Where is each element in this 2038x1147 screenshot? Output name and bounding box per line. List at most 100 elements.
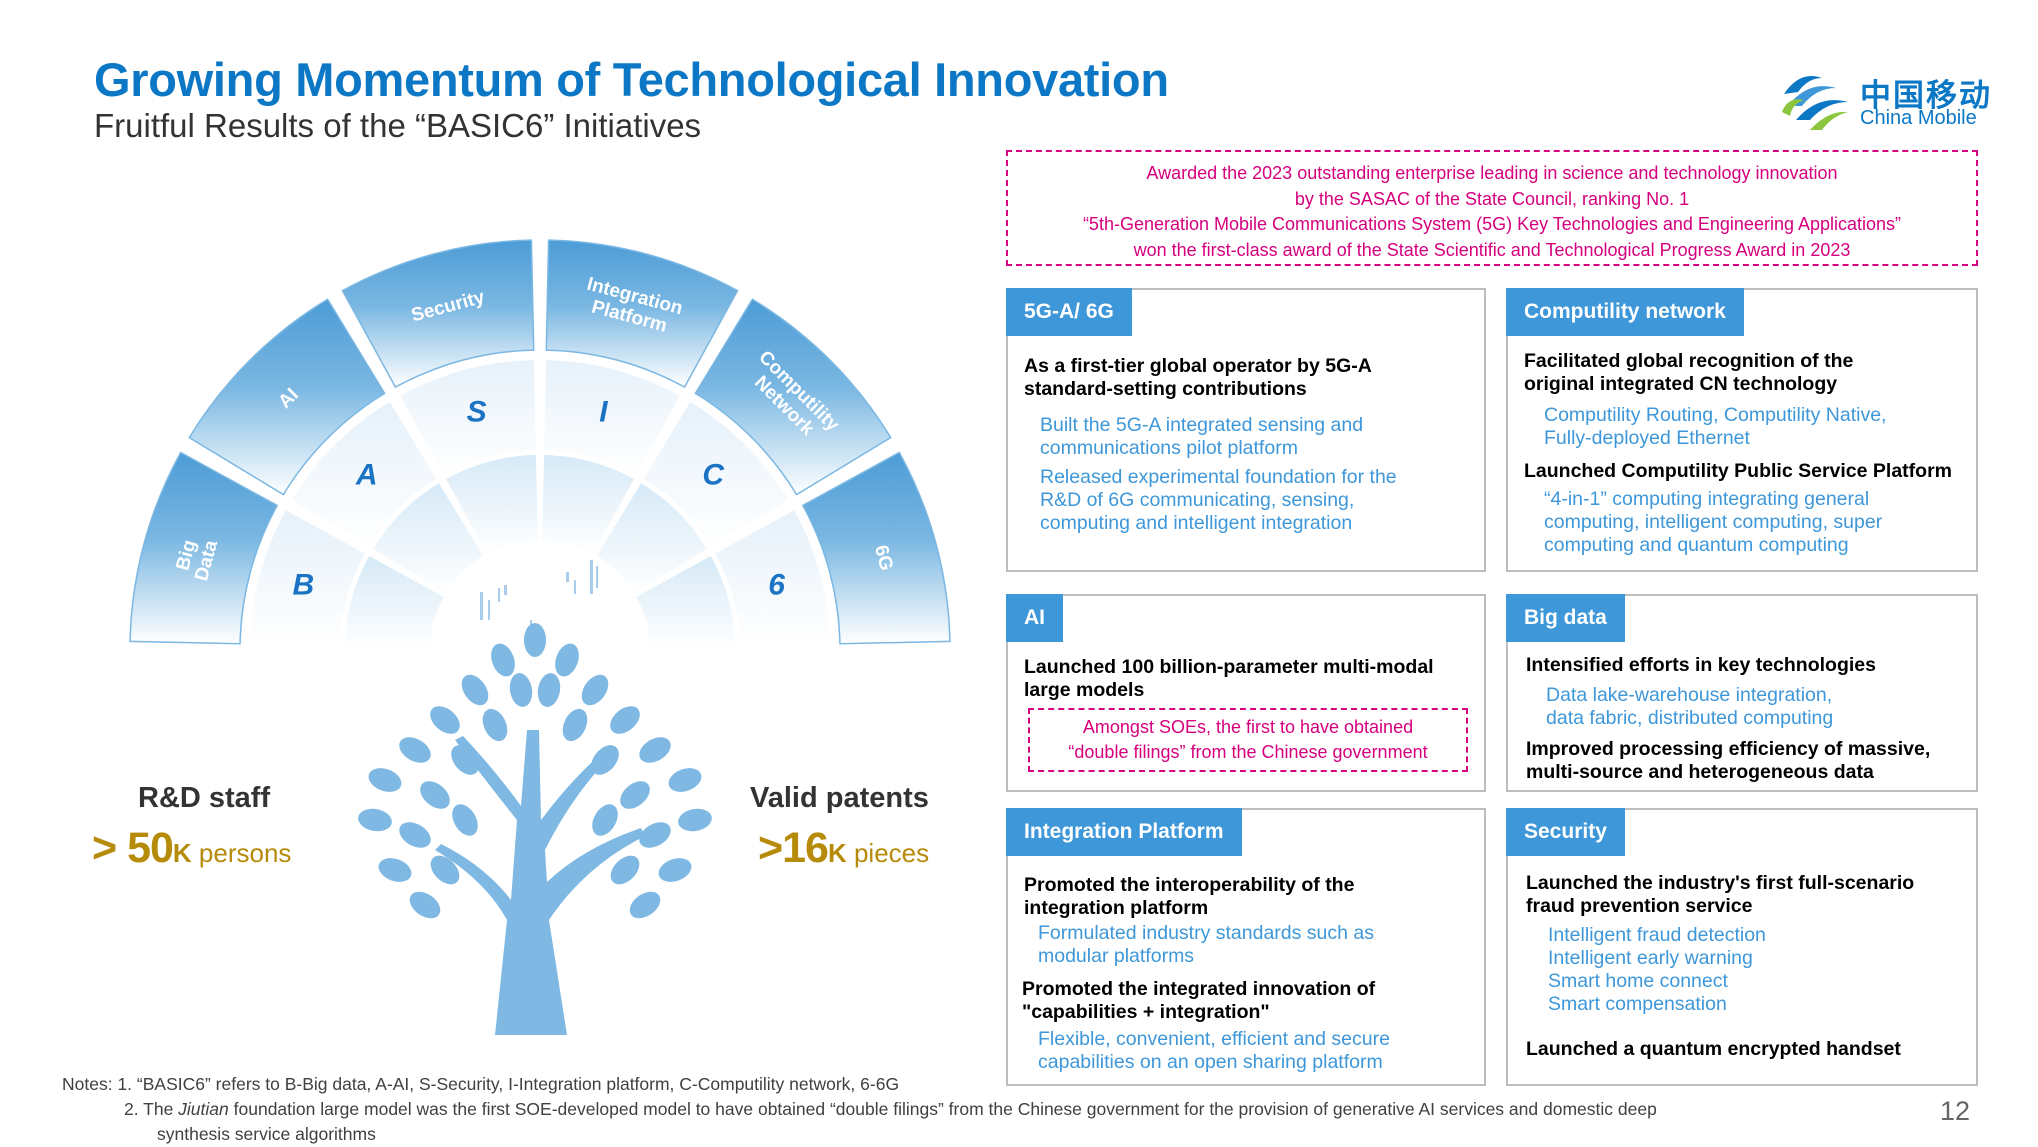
arc-letter: C: [702, 459, 725, 492]
award-line: “5th-Generation Mobile Communications Sy…: [1082, 214, 1902, 234]
leaf-icon: [461, 674, 489, 706]
arc-inner-segment: [400, 360, 536, 475]
arc-outer-segment: [188, 298, 386, 496]
valid-patents-value: >16K pieces: [758, 824, 929, 873]
rd-number: 50: [127, 824, 174, 872]
leaf-icon: [562, 708, 588, 742]
leaf-icon: [409, 891, 441, 919]
box-tag: AI: [1006, 594, 1063, 642]
arc-core-segment: [542, 455, 634, 554]
leaf-icon: [378, 858, 412, 882]
heading-line: integration platform: [1024, 897, 1209, 919]
heading-line: standard-setting contributions: [1024, 378, 1307, 400]
box-heading: Improved processing efficiency of massiv…: [1526, 738, 1930, 784]
note-1: Notes: 1. “BASIC6” refers to B-Big data,…: [62, 1074, 900, 1094]
heading-line: Launched the industry's first full-scena…: [1526, 872, 1915, 894]
patents-number: 16: [782, 824, 829, 872]
note-2-model-name: Jiutian: [178, 1099, 229, 1119]
box-tag: 5G-A/ 6G: [1006, 288, 1132, 336]
patents-unit: pieces: [846, 838, 930, 868]
logo-english-text: China Mobile: [1860, 107, 1977, 129]
leaf-icon: [610, 706, 640, 734]
body-line: Formulated industry standards such as: [1038, 922, 1374, 944]
body-line: computing and quantum computing: [1544, 534, 1849, 556]
arc-inner-segment: [544, 360, 680, 475]
body-line: Intelligent fraud detection: [1548, 924, 1766, 946]
box-body: Computility Routing, Computility Native,…: [1544, 404, 1886, 450]
body-line: Data lake-warehouse integration,: [1546, 684, 1833, 706]
ai-highlight-box: Amongst SOEs, the first to have obtained…: [1028, 708, 1468, 772]
leaf-icon: [358, 808, 392, 832]
box-5g-6g: 5G-A/ 6G As a first-tier global operator…: [1006, 288, 1486, 572]
note-2: 2. The Jiutian foundation large model wa…: [62, 1097, 1657, 1122]
arc-letter: 6: [768, 569, 785, 602]
leaf-icon: [452, 804, 478, 836]
box-heading: As a first-tier global operator by 5G-A …: [1024, 355, 1372, 401]
arc-core-segment: [596, 483, 707, 594]
heading-line: Promoted the integrated innovation of: [1022, 978, 1376, 1000]
leaf-icon: [678, 808, 712, 832]
leaf-icon: [537, 673, 561, 707]
page-number: 12: [1940, 1096, 1971, 1126]
note-2-continued: synthesis service algorithms: [157, 1124, 376, 1144]
leaf-icon: [581, 674, 609, 706]
rd-prefix: >: [92, 824, 128, 872]
leaf-icon: [668, 768, 702, 792]
body-line: Built the 5G-A integrated sensing and: [1040, 414, 1364, 436]
body-line: communications pilot platform: [1040, 437, 1298, 459]
leaf-icon: [420, 781, 450, 809]
arc-core-ring: [345, 455, 735, 648]
leaf-icon: [482, 708, 508, 742]
box-heading: Facilitated global recognition of the or…: [1524, 350, 1853, 396]
award-line: won the first-class award of the State S…: [1133, 239, 1851, 260]
heading-line: Launched 100 billion-parameter multi-mod…: [1024, 656, 1434, 678]
box-integration-platform: Integration Platform Promoted the intero…: [1006, 808, 1486, 1086]
body-line: Smart compensation: [1548, 993, 1727, 1015]
arc-inner-segment: [715, 510, 830, 646]
heading-line: multi-source and heterogeneous data: [1526, 761, 1874, 783]
arc-outer-segment: [341, 239, 535, 389]
heading-line: large models: [1024, 679, 1145, 701]
body-line: Flexible, convenient, efficient and secu…: [1038, 1028, 1390, 1050]
box-heading: Launched 100 billion-parameter multi-mod…: [1024, 656, 1434, 702]
arc-inner-segment: [250, 510, 365, 646]
page-subtitle: Fruitful Results of the “BASIC6” Initiat…: [94, 107, 702, 144]
leaf-icon: [509, 673, 533, 707]
box-tag: Integration Platform: [1006, 808, 1242, 856]
box-tag: Big data: [1506, 594, 1625, 642]
arc-inner-ring: [250, 360, 830, 646]
leaf-icon: [368, 768, 402, 792]
leaf-icon: [491, 643, 515, 677]
note-2-part: foundation large model was the first SOE…: [228, 1099, 1657, 1119]
arc-letter: S: [467, 395, 487, 428]
china-mobile-logo-icon: [1782, 76, 1848, 130]
box-security: Security Launched the industry's first f…: [1506, 808, 1978, 1086]
highlight-line: Amongst SOEs, the first to have obtained: [1082, 717, 1414, 737]
award-line: by the SASAC of the State Council, ranki…: [1294, 188, 1690, 209]
footnotes: Notes: 1. “BASIC6” refers to B-Big data,…: [62, 1072, 1657, 1147]
body-line: R&D of 6G communicating, sensing,: [1040, 489, 1355, 511]
arc-outer-segment: [694, 298, 892, 496]
arc-inner-segment: [291, 401, 437, 547]
heading-line: Promoted the interoperability of the: [1024, 874, 1355, 896]
box-heading: Launched Computility Public Service Plat…: [1524, 460, 1953, 482]
body-line: Intelligent early warning: [1548, 947, 1753, 969]
arc-letters: B A S I C 6: [293, 395, 786, 601]
heading-line: Facilitated global recognition of the: [1524, 350, 1854, 372]
body-line: Fully-deployed Ethernet: [1544, 427, 1750, 449]
arc-inner-segment: [643, 401, 789, 547]
arc-outer-segment: [545, 239, 739, 389]
box-body: Built the 5G-A integrated sensing and co…: [1040, 414, 1397, 535]
box-heading: Intensified efforts in key technologies: [1526, 654, 1876, 676]
heading-line: "capabilities + integration": [1022, 1001, 1270, 1023]
highlight-line: “double filings” from the Chinese govern…: [1068, 742, 1428, 762]
rd-staff-value: > 50K persons: [92, 824, 291, 873]
china-mobile-logo: 中国移动 China Mobile: [1778, 66, 1998, 134]
arc-core-segment: [373, 483, 484, 594]
tree-icon: [358, 623, 712, 1035]
body-line: Smart home connect: [1548, 970, 1728, 992]
box-body: Flexible, convenient, efficient and secu…: [1038, 1028, 1390, 1074]
leaf-icon: [591, 745, 619, 775]
body-line: data fabric, distributed computing: [1546, 707, 1834, 729]
